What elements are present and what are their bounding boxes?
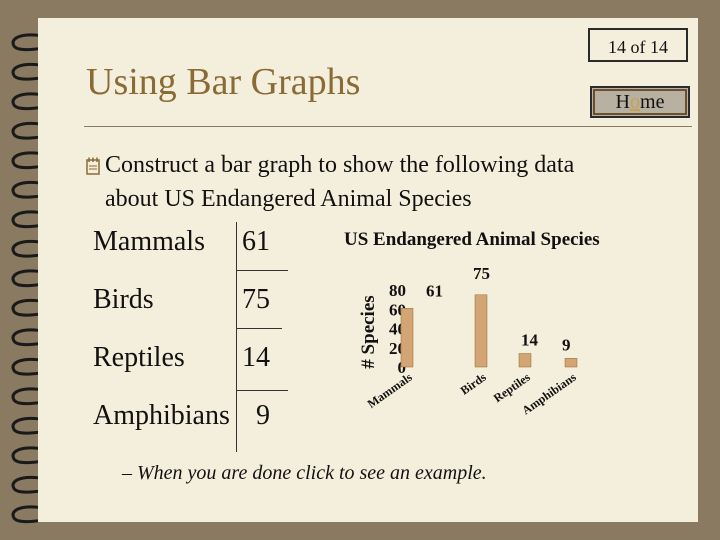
table-row-value: 61: [242, 226, 270, 257]
table-row-label: Birds: [93, 284, 154, 315]
bar: [400, 308, 414, 368]
footer-text: – When you are done click to see an exam…: [122, 462, 487, 484]
table-row-divider: [236, 270, 288, 271]
chart-y-axis-label: # Species: [358, 295, 379, 368]
bullet-text: Construct a bar graph to show the follow…: [105, 148, 685, 216]
bullet-line-1: Construct a bar graph to show the follow…: [105, 152, 575, 178]
table-row-value: 75: [242, 284, 270, 315]
bullet-line-2: about US Endangered Animal Species: [105, 186, 472, 212]
home-button[interactable]: Home: [590, 86, 690, 118]
table-row-label: Reptiles: [93, 342, 185, 373]
table-row-label: Amphibians: [93, 400, 230, 431]
notepad-bullet-icon: [86, 157, 100, 175]
bar: [518, 353, 532, 368]
table-column-divider: [236, 222, 237, 452]
chart-title: US Endangered Animal Species: [344, 229, 600, 250]
bar: [474, 294, 488, 368]
bar-data-label: 9: [562, 335, 571, 354]
slide-page: [38, 18, 698, 522]
table-row-value: 14: [242, 342, 270, 373]
bar: [564, 358, 578, 368]
bar-data-label: 14: [521, 331, 539, 350]
bar-data-label: 61: [426, 281, 443, 300]
y-tick-label: 0: [398, 358, 407, 377]
bar-chart: US Endangered Animal Species # Species 8…: [344, 229, 600, 417]
slide-number-label: 14 of 14: [588, 28, 688, 62]
home-button-label: Home: [615, 90, 665, 113]
table-row-divider: [236, 328, 282, 329]
title-divider: [84, 126, 692, 127]
y-tick-label: 80: [389, 281, 406, 300]
table-row-divider: [236, 390, 288, 391]
x-tick-label: Mammals: [365, 370, 415, 411]
bar-data-label: 75: [473, 264, 490, 283]
page-title: Using Bar Graphs: [86, 61, 361, 103]
x-tick-label: Birds: [458, 370, 489, 398]
table-row-label: Mammals: [93, 226, 205, 257]
footer-instruction: – When you are done click to see an exam…: [122, 462, 487, 485]
table-row-value: 9: [256, 400, 270, 431]
